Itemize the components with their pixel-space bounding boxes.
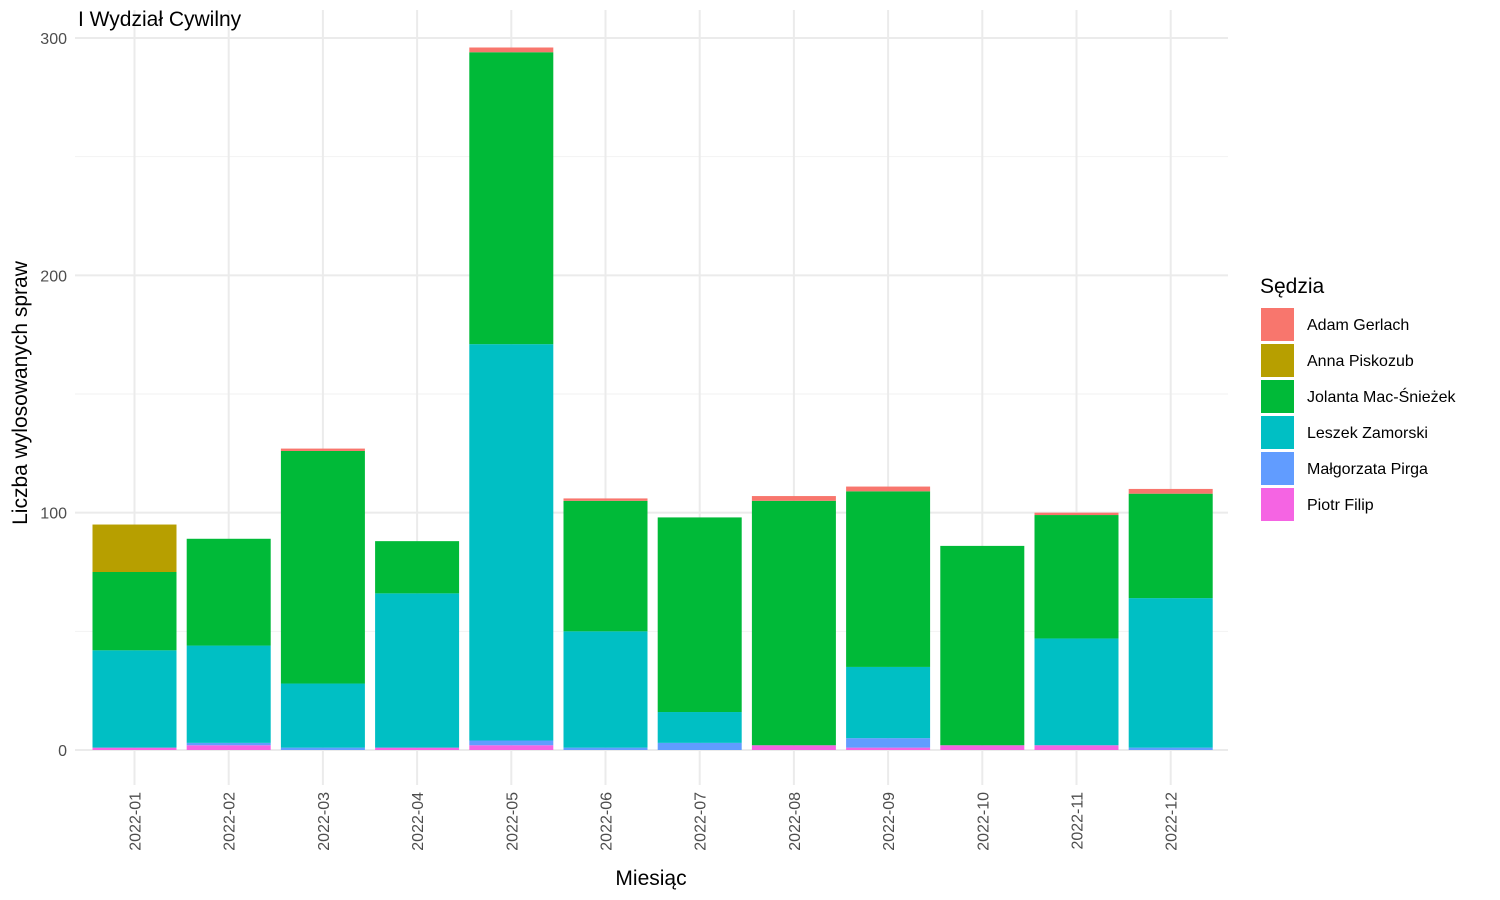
bar-segment xyxy=(280,448,365,451)
y-axis-title: Liczba wylosowanych spraw xyxy=(9,260,32,525)
bar-segment xyxy=(92,572,177,651)
legend-swatch xyxy=(1261,452,1294,485)
legend-swatch xyxy=(1261,488,1294,521)
bar-segment xyxy=(469,745,554,750)
legend: Adam Gerlach Anna Piskozub Jolanta Mac-Śni… xyxy=(1261,308,1457,521)
bar-segment xyxy=(1034,745,1119,750)
x-tick-label: 2022-01 xyxy=(128,792,145,851)
bar-segment xyxy=(1128,493,1213,599)
bar-segment xyxy=(375,593,460,748)
x-tick-label: 2022-02 xyxy=(222,792,239,851)
bar-segment xyxy=(940,745,1025,750)
bar-segment xyxy=(563,747,648,750)
legend-title: Sędzia xyxy=(1260,275,1325,298)
legend-swatch xyxy=(1261,344,1294,377)
bar-segment xyxy=(1128,747,1213,750)
bar-segment xyxy=(846,491,931,667)
x-tick-label: 2022-09 xyxy=(881,792,898,851)
legend-label: Leszek Zamorski xyxy=(1307,425,1428,442)
bar-segment xyxy=(469,52,554,345)
bar-segment xyxy=(563,631,648,748)
bar-segment xyxy=(469,344,554,741)
x-tick-label: 2022-04 xyxy=(410,792,427,851)
bar-segment xyxy=(1128,598,1213,748)
bar-segment xyxy=(657,517,742,713)
legend-label: Małgorzata Pirga xyxy=(1307,461,1428,478)
bars xyxy=(92,47,1213,750)
x-tick-label: 2022-06 xyxy=(599,792,616,851)
bar-segment xyxy=(751,745,836,750)
bar-segment xyxy=(1128,488,1213,494)
bar-segment xyxy=(375,747,460,750)
chart-title: I Wydział Cywilny xyxy=(78,8,242,31)
legend-swatch xyxy=(1261,380,1294,413)
bar-segment xyxy=(280,683,365,748)
bar-segment xyxy=(1034,515,1119,639)
x-tick-label: 2022-12 xyxy=(1164,792,1181,851)
x-tick-label: 2022-05 xyxy=(504,792,521,851)
bar-segment xyxy=(846,747,931,750)
legend-label: Adam Gerlach xyxy=(1307,317,1409,334)
bar-segment xyxy=(92,747,177,750)
bar-segment xyxy=(1034,512,1119,516)
bar-segment xyxy=(846,738,931,748)
x-tick-label: 2022-11 xyxy=(1070,792,1087,850)
bar-segment xyxy=(657,712,742,743)
y-tick-label: 100 xyxy=(40,506,67,523)
y-tick-label: 300 xyxy=(40,31,67,48)
legend-label: Jolanta Mac-Śnieżek xyxy=(1307,387,1457,406)
bar-segment xyxy=(563,498,648,501)
x-tick-label: 2022-03 xyxy=(316,792,333,851)
y-axis-ticks: 0 100 200 300 xyxy=(40,31,67,760)
bar-segment xyxy=(186,742,271,746)
x-tick-label: 2022-08 xyxy=(787,792,804,851)
x-tick-label: 2022-07 xyxy=(693,792,710,851)
bar-segment xyxy=(751,496,836,501)
bar-segment xyxy=(469,47,554,53)
bar-segment xyxy=(940,545,1025,746)
bar-segment xyxy=(375,541,460,594)
legend-swatch xyxy=(1261,308,1294,341)
bar-segment xyxy=(846,666,931,739)
bar-segment xyxy=(469,740,554,746)
y-tick-label: 200 xyxy=(40,268,67,285)
bar-segment xyxy=(1034,638,1119,746)
bar-segment xyxy=(92,524,177,572)
bar-segment xyxy=(846,486,931,492)
bar-segment xyxy=(92,650,177,748)
bar-segment xyxy=(751,500,836,746)
bar-segment xyxy=(186,745,271,750)
x-tick-label: 2022-10 xyxy=(975,792,992,851)
bar-segment xyxy=(563,500,648,632)
bar-segment xyxy=(186,645,271,743)
legend-label: Anna Piskozub xyxy=(1307,353,1414,370)
y-tick-label: 0 xyxy=(58,743,67,760)
x-axis-ticks: 2022-01 2022-02 2022-03 2022-04 2022-05 2022-… xyxy=(128,792,1181,851)
bar-segment xyxy=(280,747,365,750)
legend-label: Piotr Filip xyxy=(1307,497,1374,514)
bar-segment xyxy=(186,538,271,646)
x-axis-title: Miesiąc xyxy=(615,867,686,890)
bar-segment xyxy=(280,450,365,684)
bar-segment xyxy=(657,742,742,750)
legend-swatch xyxy=(1261,416,1294,449)
